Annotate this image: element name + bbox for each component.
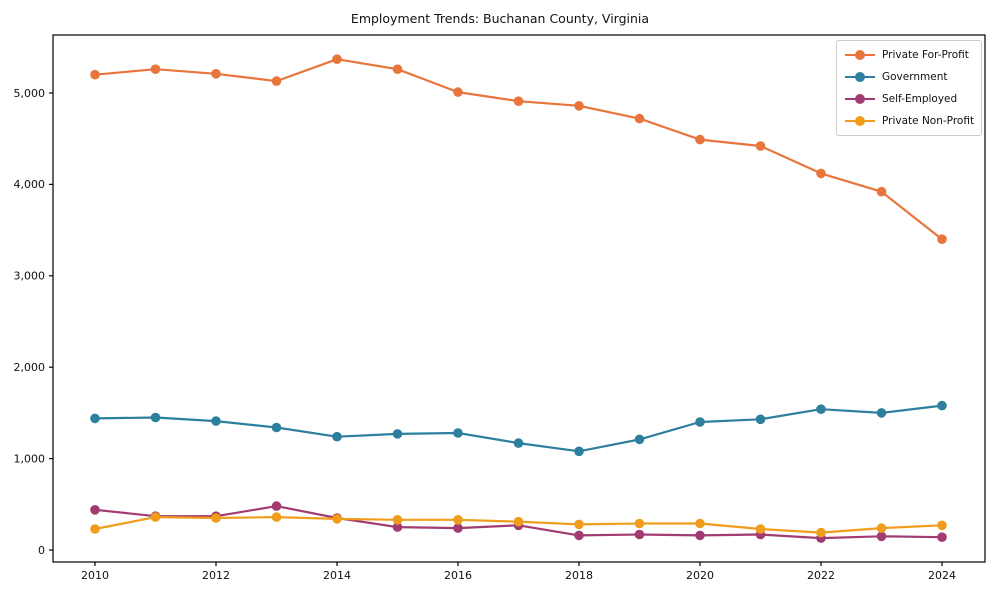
data-point-private-for-profit-2017 — [513, 96, 524, 106]
data-point-self-employed-2023 — [876, 531, 887, 542]
data-point-private-for-profit-2023 — [876, 186, 887, 197]
data-point-private-for-profit-2024 — [937, 234, 947, 244]
legend-item-government: Government — [845, 69, 973, 85]
data-point-private-for-profit-2012 — [211, 69, 221, 79]
data-point-government-2011 — [150, 412, 161, 423]
data-point-private-non-profit-2019 — [634, 518, 645, 529]
data-point-government-2018 — [574, 446, 584, 457]
data-point-government-2017 — [513, 438, 524, 448]
legend: Private For-Profit Government Self-Employe… — [836, 40, 982, 136]
data-point-private-non-profit-2021 — [755, 524, 766, 534]
legend-item-self-employed: Self-Employed — [845, 91, 973, 107]
data-point-government-2016 — [453, 428, 463, 438]
data-point-government-2015 — [392, 429, 403, 439]
data-point-self-employed-2015 — [392, 522, 403, 532]
data-point-private-for-profit-2021 — [755, 141, 766, 151]
data-point-self-employed-2013 — [271, 501, 282, 511]
data-point-government-2012 — [211, 416, 221, 426]
data-point-government-2014 — [332, 431, 342, 442]
data-point-government-2022 — [816, 404, 826, 415]
data-point-private-for-profit-2020 — [695, 134, 705, 145]
x-tick-label: 2018 — [565, 569, 593, 582]
data-point-private-for-profit-2016 — [453, 87, 463, 97]
y-tick-label: 2,000 — [14, 361, 46, 374]
data-point-self-employed-2024 — [937, 532, 947, 542]
x-tick-label: 2022 — [807, 569, 835, 582]
y-tick-label: 0 — [38, 544, 45, 557]
data-point-private-non-profit-2018 — [574, 519, 584, 530]
data-point-private-for-profit-2011 — [150, 64, 161, 74]
data-point-government-2010 — [90, 413, 100, 424]
y-tick-label: 5,000 — [14, 87, 46, 100]
data-point-private-non-profit-2010 — [90, 524, 100, 534]
data-point-government-2021 — [755, 414, 766, 425]
series-line-private-for-profit — [93, 58, 944, 241]
y-tick-label: 4,000 — [14, 178, 46, 191]
data-point-private-for-profit-2014 — [332, 54, 342, 64]
x-tick-label: 2024 — [928, 569, 956, 582]
legend-label: Private For-Profit — [882, 49, 969, 61]
legend-marker-icon — [845, 49, 875, 61]
data-point-private-non-profit-2017 — [513, 516, 524, 527]
data-point-self-employed-2020 — [695, 530, 705, 541]
legend-item-private-non-profit: Private Non-Profit — [845, 113, 975, 129]
data-point-private-for-profit-2010 — [90, 69, 100, 80]
data-point-private-non-profit-2020 — [695, 518, 705, 529]
data-point-self-employed-2019 — [634, 529, 645, 540]
legend-item-private-for-profit: Private For-Profit — [845, 47, 973, 63]
data-point-private-for-profit-2019 — [634, 113, 645, 124]
chart-title: Employment Trends: Buchanan County, Virg… — [350, 11, 650, 26]
legend-label: Self-Employed — [882, 93, 958, 105]
y-tick-label: 1,000 — [14, 452, 46, 465]
legend-label: Private Non-Profit — [882, 115, 975, 127]
data-point-private-for-profit-2022 — [816, 168, 826, 179]
data-point-private-non-profit-2014 — [332, 514, 342, 524]
x-tick-label: 2020 — [686, 569, 714, 582]
data-point-private-non-profit-2015 — [392, 515, 403, 525]
x-tick-label: 2014 — [323, 569, 351, 582]
x-tick-label: 2016 — [444, 569, 472, 582]
data-point-government-2023 — [876, 408, 887, 418]
data-point-government-2019 — [634, 434, 645, 445]
data-point-self-employed-2010 — [90, 505, 100, 515]
data-point-self-employed-2018 — [574, 530, 584, 541]
data-point-private-non-profit-2012 — [211, 513, 221, 523]
data-point-private-non-profit-2022 — [816, 527, 826, 538]
legend-marker-icon — [845, 115, 875, 127]
data-point-government-2013 — [271, 422, 282, 433]
legend-marker-icon — [845, 93, 875, 105]
y-tick-label: 3,000 — [14, 270, 46, 283]
data-point-government-2020 — [695, 417, 705, 427]
data-point-self-employed-2016 — [453, 523, 463, 533]
data-point-private-non-profit-2011 — [150, 512, 161, 522]
data-point-private-for-profit-2015 — [392, 64, 403, 74]
data-point-private-non-profit-2024 — [937, 520, 947, 531]
data-point-private-for-profit-2013 — [271, 76, 282, 86]
data-point-private-non-profit-2023 — [876, 523, 887, 533]
data-point-private-non-profit-2016 — [453, 515, 463, 525]
x-tick-label: 2012 — [202, 569, 230, 582]
plot-area-border — [52, 34, 986, 563]
legend-label: Government — [882, 71, 948, 83]
data-point-private-for-profit-2018 — [574, 101, 584, 111]
data-point-government-2024 — [937, 400, 947, 411]
x-tick-label: 2010 — [81, 569, 109, 582]
data-point-private-non-profit-2013 — [271, 512, 282, 522]
legend-marker-icon — [845, 71, 875, 83]
